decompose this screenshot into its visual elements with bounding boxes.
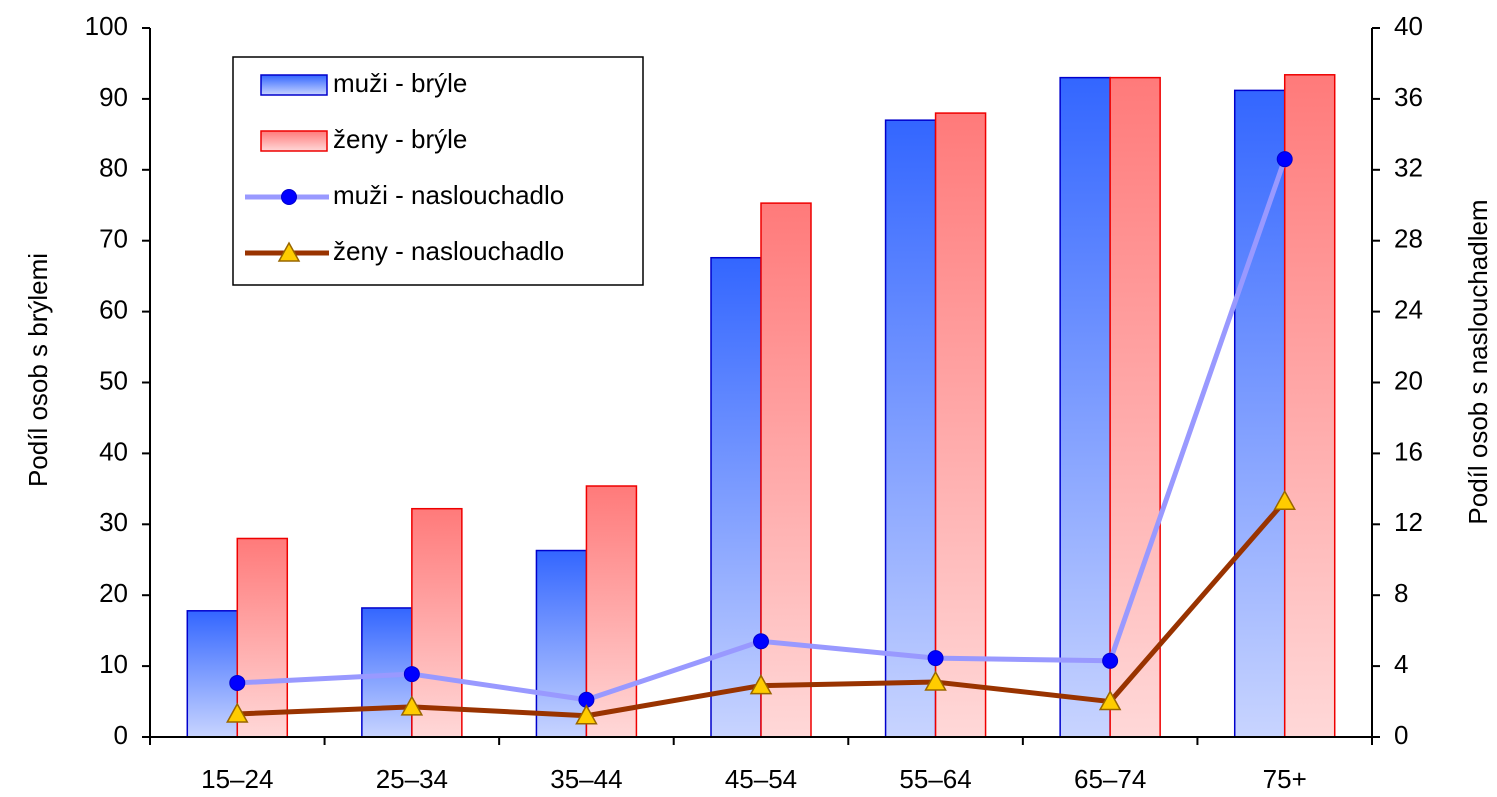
marker: [927, 650, 944, 667]
marker: [229, 674, 246, 691]
y2-tick-label: 32: [1394, 153, 1423, 183]
bar: [1283, 74, 1336, 738]
legend-swatch: [260, 130, 328, 152]
y2-tick-label: 20: [1394, 365, 1423, 395]
x-tick-label: 35–44: [550, 764, 622, 794]
bar: [535, 549, 588, 738]
bar: [1059, 76, 1111, 738]
marker: [1273, 489, 1296, 511]
marker: [277, 241, 301, 262]
x-tick-label: 45–54: [725, 764, 797, 794]
marker: [924, 670, 947, 691]
marker: [1098, 690, 1122, 711]
marker: [281, 189, 297, 205]
bar: [1109, 76, 1161, 738]
x-tick-label: 75+: [1263, 764, 1307, 794]
y2-tick-label: 36: [1394, 82, 1423, 112]
y2-tick-label: 16: [1394, 436, 1423, 466]
y-tick-label: 90: [99, 82, 128, 112]
y2-tick-label: 0: [1394, 720, 1408, 750]
y-tick-label: 10: [99, 649, 128, 679]
marker: [749, 674, 773, 695]
y2-tick-label: 28: [1394, 224, 1423, 254]
y-axis-label: Podíl osob s brýlemi: [23, 253, 53, 487]
marker: [753, 633, 769, 650]
x-tick-label: 15–24: [201, 764, 273, 794]
y-tick-label: 20: [99, 578, 128, 608]
y2-axis-label: Podíl osob s naslouchadlem: [1463, 199, 1493, 524]
y-tick-label: 70: [99, 224, 128, 254]
y-tick-label: 40: [99, 436, 128, 466]
bar: [884, 119, 937, 738]
bar: [236, 537, 289, 738]
marker: [575, 704, 598, 725]
x-tick-label: 65–74: [1074, 764, 1146, 794]
marker: [1276, 151, 1293, 168]
legend-label: ženy - brýle: [333, 124, 467, 154]
y2-tick-label: 12: [1394, 507, 1423, 537]
y-tick-label: 50: [99, 365, 128, 395]
bar: [934, 112, 987, 738]
y-tick-label: 0: [114, 720, 128, 750]
x-tick-label: 25–34: [376, 764, 448, 794]
legend-label: muži - naslouchadlo: [333, 180, 564, 210]
marker: [226, 702, 249, 723]
legend-label: ženy - naslouchadlo: [333, 236, 564, 266]
y2-tick-label: 8: [1394, 578, 1408, 608]
y-tick-label: 80: [99, 153, 128, 183]
legend-swatch: [260, 74, 328, 96]
marker: [1102, 652, 1119, 669]
bar: [1233, 89, 1286, 738]
y2-tick-label: 4: [1394, 649, 1408, 679]
y2-tick-label: 24: [1394, 294, 1423, 324]
marker: [403, 666, 420, 683]
y-tick-label: 100: [85, 11, 128, 41]
marker: [400, 695, 424, 716]
y-tick-label: 60: [99, 294, 128, 324]
bar: [760, 202, 812, 738]
y-tick-label: 30: [99, 507, 128, 537]
legend-label: muži - brýle: [333, 68, 467, 98]
x-tick-label: 55–64: [899, 764, 971, 794]
y2-tick-label: 40: [1394, 11, 1423, 41]
bar: [411, 507, 463, 738]
bar: [710, 256, 762, 738]
